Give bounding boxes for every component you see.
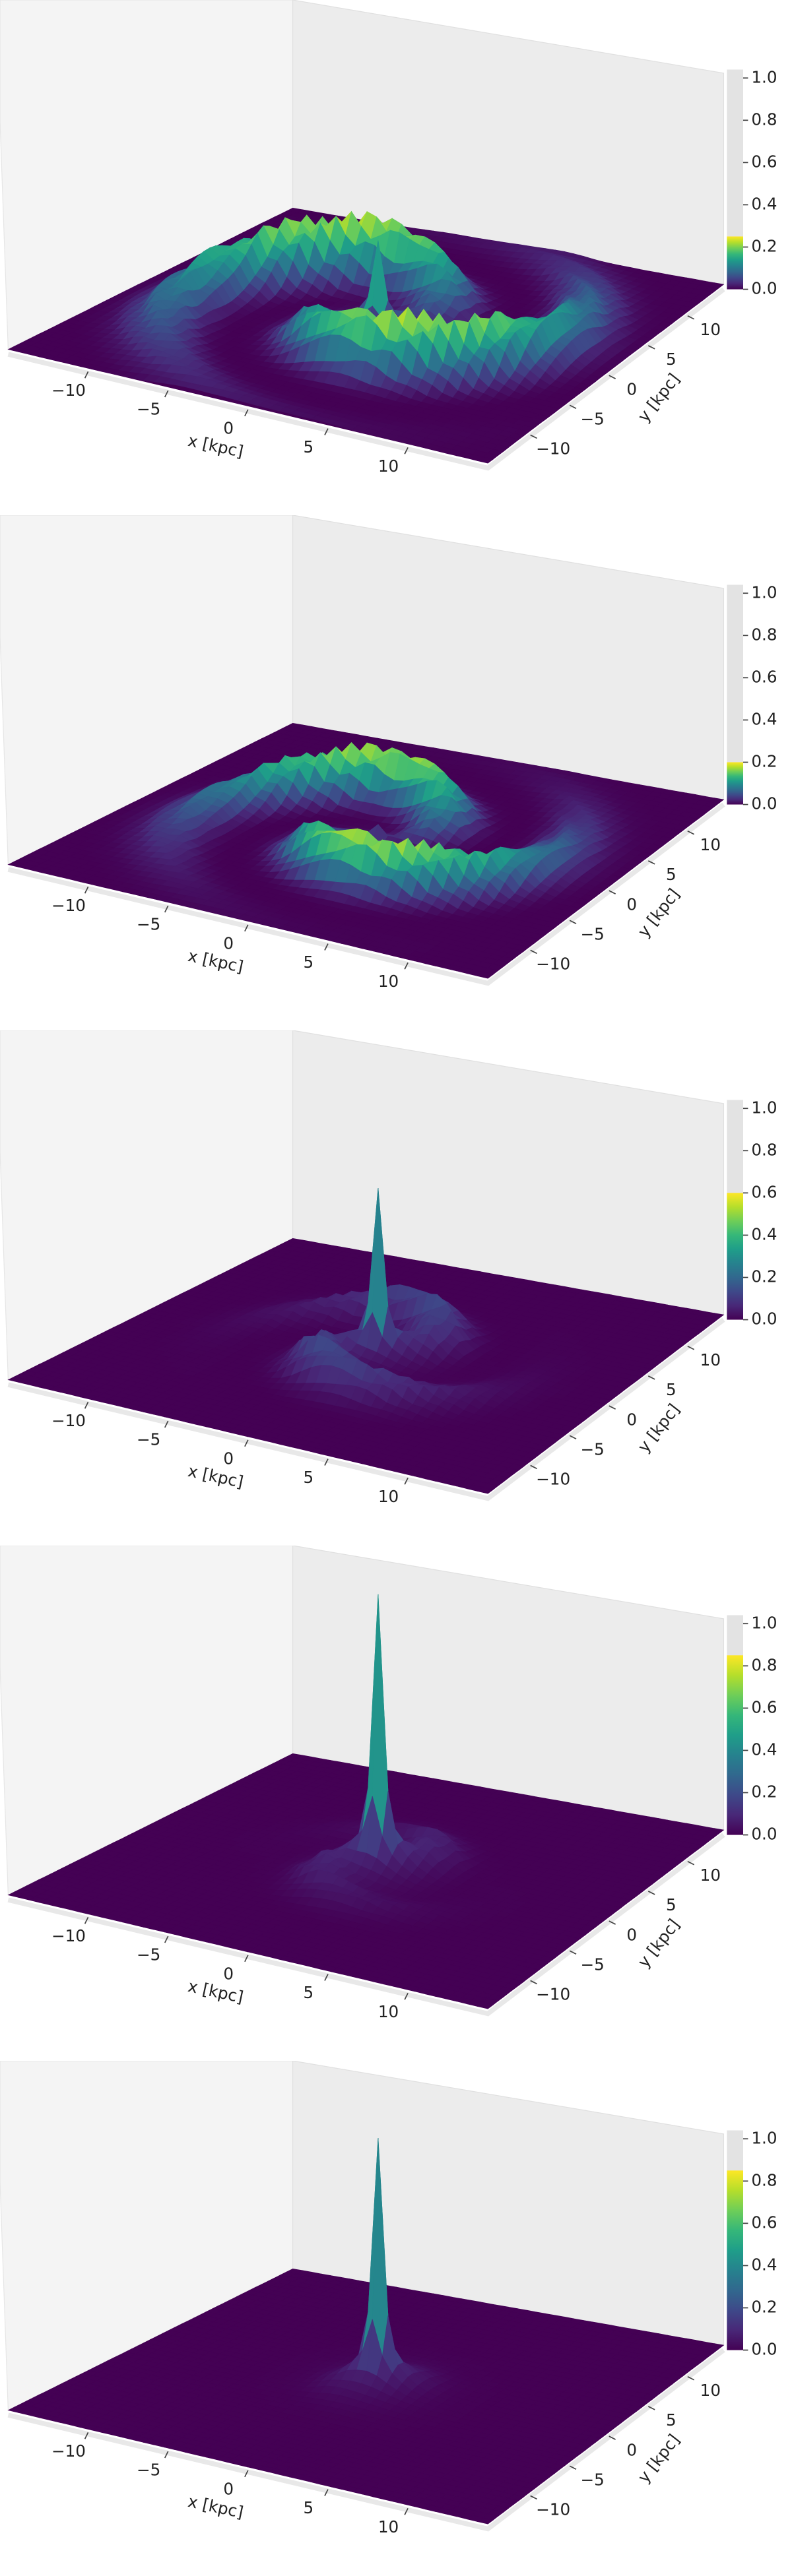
x-tick: [404, 447, 409, 455]
colorbar-tick-label: 0.2: [751, 751, 777, 770]
y-tick: [569, 404, 577, 409]
y-tick-label: 10: [700, 835, 721, 854]
y-axis-label: y [kpc]: [634, 369, 683, 425]
colorbar-tick-label: 0.8: [751, 625, 777, 644]
colorbar-tick-label: 0.6: [751, 667, 777, 686]
colorbar-fill: [727, 236, 744, 290]
y-tick-label: 5: [666, 865, 676, 884]
y-tick: [530, 949, 537, 955]
x-tick: [244, 924, 249, 932]
y-tick: [647, 860, 655, 865]
x-tick-label: −5: [137, 400, 160, 419]
y-tick: [530, 434, 537, 439]
y-tick-label: −5: [581, 924, 605, 943]
colorbar-tick-label: 0.4: [751, 709, 777, 728]
x-tick: [404, 962, 409, 970]
colorbar-tick-label: 0.0: [751, 794, 777, 813]
y-tick: [609, 375, 616, 379]
x-tick-label: 5: [304, 437, 314, 456]
x-tick: [164, 390, 169, 398]
colorbar-fill: [727, 762, 744, 805]
floor-edge: [7, 287, 725, 471]
colorbar-tick-label: 1.0: [751, 582, 777, 602]
colorbar-tick-label: 0.6: [751, 152, 777, 171]
x-tick-label: −10: [51, 896, 86, 915]
x-tick: [244, 409, 249, 417]
surface: [7, 207, 725, 464]
surface-panel: −10 −5 0 5 10 x [kpc] −10 −5 0 5 10 y [kpc] 0.0 0.2 0.…: [0, 515, 777, 991]
x-tick-label: −10: [51, 381, 86, 400]
y-tick: [687, 831, 695, 835]
colorbar-tick-label: 1.0: [751, 67, 777, 86]
y-tick: [687, 315, 695, 320]
y-tick: [609, 890, 616, 895]
x-tick-label: 10: [378, 972, 399, 991]
y-tick-label: 10: [700, 320, 721, 339]
x-tick: [84, 886, 89, 894]
y-tick-label: 0: [626, 379, 637, 398]
surface: [7, 1187, 725, 1494]
y-tick: [647, 345, 655, 350]
y-tick: [569, 920, 577, 924]
floor-edge: [7, 1317, 725, 1501]
colorbar-tick-label: 0.8: [751, 110, 777, 129]
y-tick-label: 0: [626, 895, 637, 914]
y-tick-label: −5: [581, 409, 605, 428]
x-tick-label: 10: [378, 456, 399, 476]
x-tick: [84, 371, 89, 379]
x-tick: [324, 428, 329, 435]
y-axis-label: y [kpc]: [634, 885, 683, 941]
y-tick-label: −10: [536, 955, 570, 974]
x-axis-label: x [kpc]: [186, 946, 245, 976]
y-tick-label: −10: [536, 439, 570, 458]
x-tick-label: 5: [304, 953, 314, 972]
floor-edge: [7, 802, 725, 986]
x-tick-label: 0: [223, 933, 234, 953]
x-tick: [164, 905, 169, 913]
colorbar-tick-label: 0.4: [751, 194, 777, 213]
surface: [7, 722, 725, 979]
colorbar-tick-label: 0.0: [751, 279, 777, 298]
surface-cell: [477, 456, 494, 464]
colorbar-tick-label: 0.2: [751, 236, 777, 255]
x-tick-label: −5: [137, 915, 160, 934]
surface-panel: −10 −5 0 5 10 x [kpc] −10 −5 0 5 10 y [kpc] 0.0 0.2 0.…: [0, 0, 777, 476]
x-tick-label: 0: [223, 418, 234, 437]
x-tick: [324, 943, 329, 951]
x-axis-label: x [kpc]: [186, 431, 245, 461]
surface-cell: [477, 972, 494, 979]
y-tick-label: 5: [666, 350, 676, 369]
